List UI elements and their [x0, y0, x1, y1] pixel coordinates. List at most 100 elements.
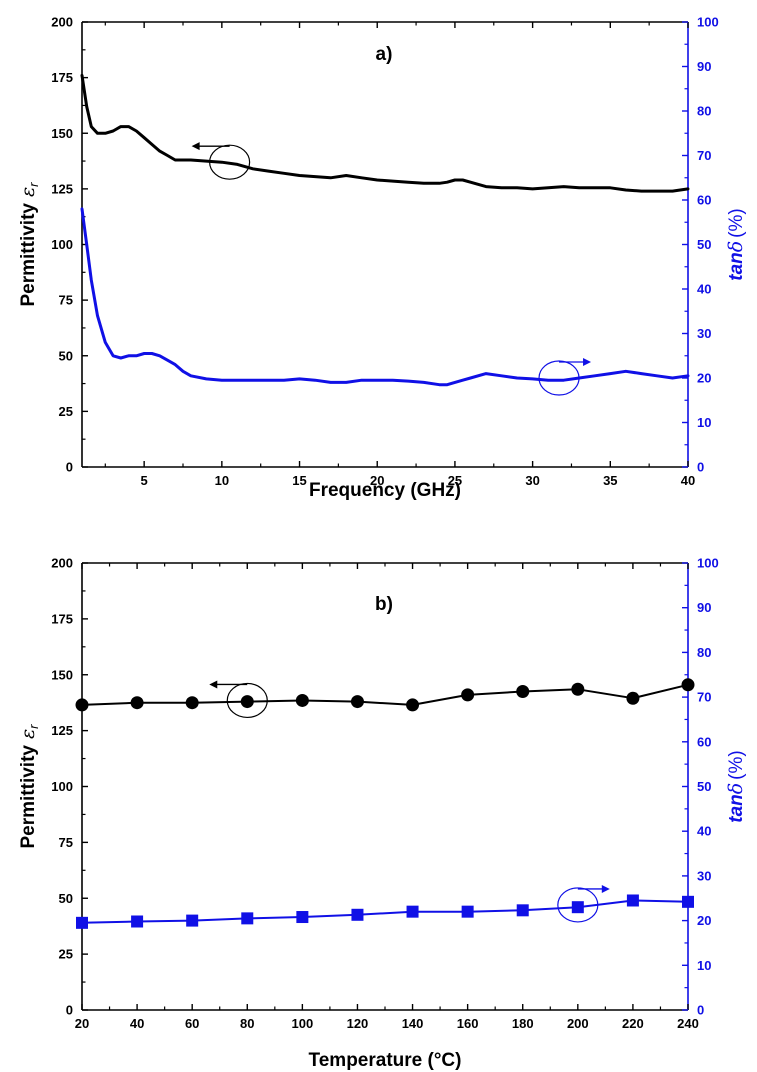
x-axis-title: Temperature (°C): [309, 1050, 462, 1071]
y2-tick-label: 40: [697, 824, 711, 839]
tan-delta-series-line: [80, 207, 690, 387]
tan-delta-point: [571, 901, 584, 914]
y2-tick-label: 30: [697, 868, 711, 883]
tan-delta-point: [186, 914, 199, 927]
y2-tick-label: 20: [697, 371, 711, 386]
panel-label: b): [375, 594, 393, 615]
permittivity-point: [406, 698, 420, 712]
y-axis-title-symbol: ε: [17, 729, 39, 739]
x-tick-label: 35: [603, 473, 617, 488]
y2-tick-label: 80: [697, 645, 711, 660]
y-axis-title-symbol: ε: [17, 187, 39, 197]
y-tick-label: 50: [59, 348, 73, 363]
x-tick-label: 40: [130, 1016, 144, 1031]
permittivity-point: [130, 696, 144, 710]
x-axis-title: Frequency (GHz): [309, 480, 461, 501]
y2-tick-label: 10: [697, 415, 711, 430]
y-tick-label: 150: [51, 126, 73, 141]
x-tick-label: 80: [240, 1016, 254, 1031]
x-tick-label: 40: [681, 473, 695, 488]
tan-delta-point: [626, 894, 639, 907]
tan-delta-point: [406, 905, 419, 918]
y-axis-title-subscript: r: [26, 182, 41, 187]
y2-axis-title-unit: (%): [726, 750, 747, 780]
y2-axis-title-unit: (%): [726, 208, 747, 238]
y-tick-label: 200: [51, 15, 73, 30]
y2-tick-label: 50: [697, 237, 711, 252]
y2-tick-label: 60: [697, 734, 711, 749]
permittivity-point: [185, 696, 199, 710]
y2-tick-label: 10: [697, 958, 711, 973]
y-tick-label: 0: [66, 460, 73, 475]
permittivity-point: [240, 695, 254, 709]
y2-tick-label: 70: [697, 148, 711, 163]
tan-delta-point: [461, 905, 474, 918]
x-tick-label: 120: [347, 1016, 369, 1031]
annotation-ellipse: [226, 682, 268, 719]
tan-delta-point: [76, 916, 88, 929]
y-tick-label: 125: [51, 181, 73, 196]
left-arrow-icon: [209, 680, 218, 689]
x-tick-label: 10: [215, 473, 229, 488]
permittivity-point: [295, 693, 309, 707]
permittivity-series-line: [80, 73, 690, 193]
x-tick-label: 15: [292, 473, 306, 488]
annotation-ellipse: [209, 144, 251, 180]
tan-delta-point: [241, 912, 254, 925]
y-axis-title: Permittivity εr: [17, 724, 41, 849]
y2-tick-label: 30: [697, 326, 711, 341]
y2-axis-title-text: tan: [726, 252, 747, 281]
chart-panel-b: 20 40 60 80 100 120 140 160 180 200 220 24002550751…: [17, 556, 747, 1072]
annotation-ellipse: [538, 360, 580, 396]
panel-label: a): [376, 44, 393, 65]
y-axis-title-subscript: r: [26, 724, 41, 729]
x-tick-label: 220: [622, 1016, 644, 1031]
x-tick-label: 60: [185, 1016, 199, 1031]
x-tick-label: 140: [402, 1016, 424, 1031]
y-tick-label: 25: [59, 404, 73, 419]
tan-delta-point: [131, 915, 144, 928]
tan-delta-point: [296, 911, 309, 924]
permittivity-point: [516, 685, 530, 699]
x-tick-label: 5: [141, 473, 148, 488]
permittivity-point: [681, 678, 695, 692]
x-tick-label: 160: [457, 1016, 479, 1031]
y-tick-label: 125: [51, 723, 73, 738]
right-arrow-icon: [601, 884, 610, 893]
tan-delta-point: [516, 904, 529, 917]
y2-axis-title-symbol: δ: [725, 783, 747, 794]
y2-tick-label: 90: [697, 600, 711, 615]
y2-tick-label: 100: [697, 15, 719, 30]
y2-axis-title: tanδ (%): [725, 208, 747, 281]
y-tick-label: 100: [51, 237, 73, 252]
tan-delta-series-line: [81, 899, 689, 924]
y-tick-label: 50: [59, 891, 73, 906]
y-tick-label: 150: [51, 667, 73, 682]
x-tick-label: 180: [512, 1016, 534, 1031]
x-tick-label: 200: [567, 1016, 589, 1031]
y-axis-title: Permittivity εr: [17, 182, 41, 307]
y-tick-label: 100: [51, 779, 73, 794]
y2-tick-label: 100: [697, 556, 719, 571]
y2-tick-label: 0: [697, 1003, 704, 1018]
y-axis-title-text: Permittivity: [18, 745, 39, 849]
y-tick-label: 75: [59, 293, 73, 308]
x-tick-label: 25: [448, 473, 462, 488]
chart-panel-a: 5 10 15 20 25 30 35 400255075100125150175200010…: [17, 15, 747, 502]
y-axis-title-text: Permittivity: [18, 203, 39, 307]
y2-tick-label: 40: [697, 282, 711, 297]
y2-tick-label: 90: [697, 59, 711, 74]
x-tick-label: 240: [677, 1016, 699, 1031]
annotation-ellipse: [557, 887, 599, 923]
x-tick-label: 20: [370, 473, 384, 488]
y2-axis-title: tanδ (%): [725, 750, 747, 823]
y2-tick-label: 60: [697, 193, 711, 208]
tan-delta-point: [351, 908, 364, 921]
permittivity-point: [350, 695, 364, 709]
permittivity-point: [75, 698, 89, 712]
x-tick-label: 20: [75, 1016, 89, 1031]
y-tick-label: 200: [51, 556, 73, 571]
permittivity-point: [571, 682, 585, 696]
y-tick-label: 175: [51, 70, 73, 85]
permittivity-point: [626, 691, 640, 705]
